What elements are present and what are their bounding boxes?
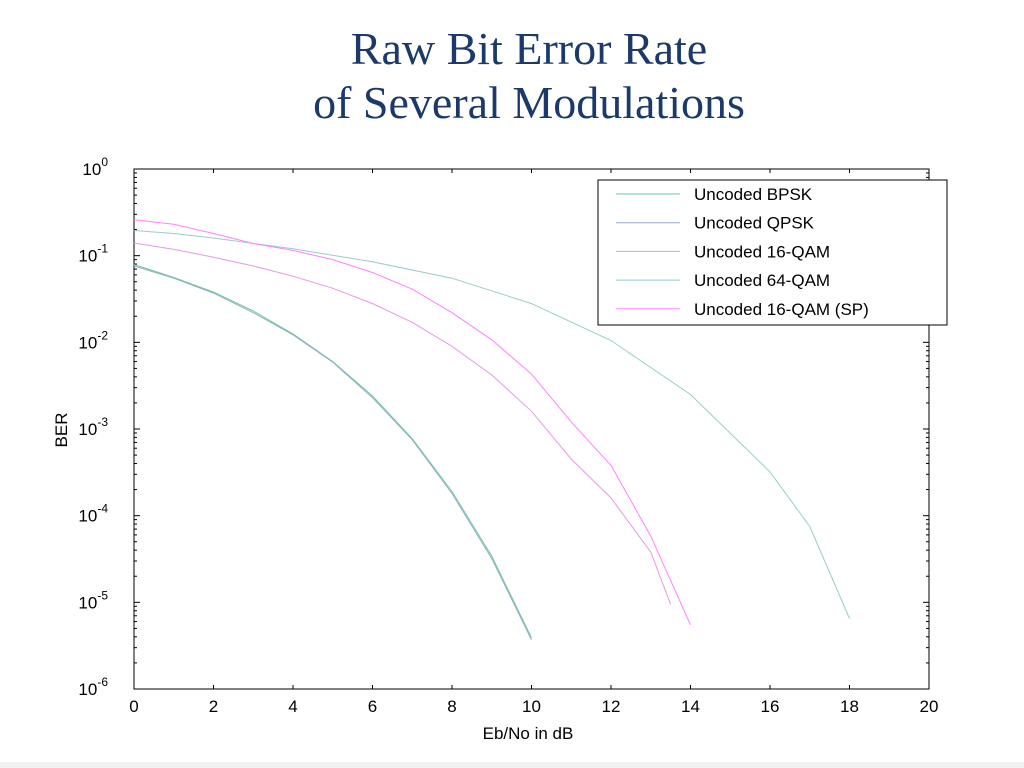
legend-label: Uncoded BPSK <box>694 185 813 204</box>
legend-box <box>597 179 948 326</box>
y-tick-label: 10-5 <box>78 588 108 612</box>
legend: Uncoded BPSK Uncoded QPSK Uncoded 16-QAM Un… <box>597 179 948 326</box>
y-tick-label: 100 <box>82 155 108 179</box>
x-tick-label: 0 <box>129 697 138 716</box>
legend-label: Uncoded 16-QAM <box>694 242 830 261</box>
slide-title: Raw Bit Error Rate of Several Modulation… <box>0 22 1024 130</box>
series-line-3 <box>133 230 850 619</box>
title-line-2: of Several Modulations <box>313 77 745 128</box>
y-axis-label: BER <box>52 413 71 448</box>
y-tick-label: 10-6 <box>78 675 108 699</box>
x-tick-label: 20 <box>920 697 939 716</box>
axis-ticks <box>133 168 930 690</box>
legend-label: Uncoded QPSK <box>694 214 815 233</box>
legend-label: Uncoded 64-QAM <box>694 271 830 290</box>
y-tick-label: 10-4 <box>78 502 108 526</box>
x-tick-label: 4 <box>288 697 297 716</box>
x-tick-label: 10 <box>522 697 541 716</box>
y-tick-label: 10-3 <box>78 415 108 439</box>
series-line-1 <box>133 265 532 641</box>
x-axis-label: Eb/No in dB <box>483 724 574 743</box>
y-tick-label: 10-2 <box>78 328 108 352</box>
title-line-1: Raw Bit Error Rate <box>350 23 708 74</box>
x-tick-label: 2 <box>209 697 218 716</box>
x-tick-label: 18 <box>840 697 859 716</box>
tick-labels: 0 2 4 6 8 10 12 14 16 18 20 100 10-1 10-2 10-3 10-4 10-5… <box>78 155 938 716</box>
series-line-4 <box>133 219 691 626</box>
series-line-2 <box>133 242 672 605</box>
y-tick-label: 10-1 <box>78 242 108 266</box>
x-tick-label: 16 <box>761 697 780 716</box>
series-lines <box>133 219 850 641</box>
x-tick-label: 6 <box>368 697 377 716</box>
bottom-strip <box>0 762 1024 768</box>
legend-label: Uncoded 16-QAM (SP) <box>694 300 869 319</box>
x-tick-label: 12 <box>602 697 621 716</box>
x-tick-label: 8 <box>447 697 456 716</box>
x-tick-label: 14 <box>681 697 700 716</box>
